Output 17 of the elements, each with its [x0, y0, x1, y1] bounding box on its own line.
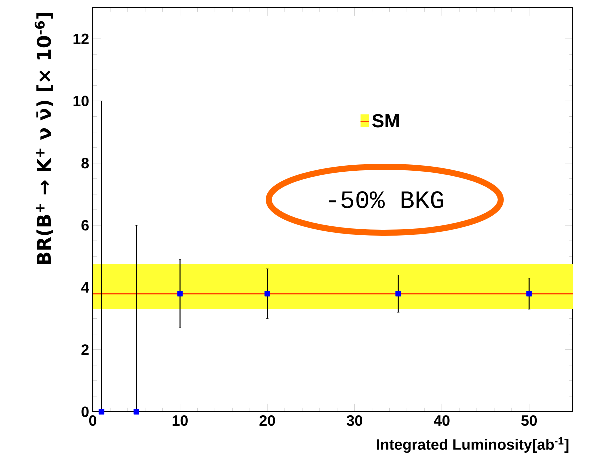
x-tick-label: 0 [89, 416, 97, 426]
y-tick-label: 2 [82, 344, 89, 356]
x-axis-title: Integrated Luminosity[ab$^{-1}$] [377, 438, 569, 454]
y-tick-label: 12 [74, 34, 89, 44]
annotation: -50% BKG [329, 192, 444, 208]
x-tick-label: 50 [522, 416, 538, 426]
y-tick-label: 8 [82, 158, 90, 169]
y-tick-label: 10 [74, 96, 89, 106]
legend-label: SM [372, 114, 400, 128]
y-axis-title: BR(B$^{+}$ → K$^{+}$ ν ν̄) [× 10$^{-6}$] [34, 13, 54, 264]
y-tick-label: 0 [82, 406, 89, 418]
x-tick-label: 10 [172, 416, 188, 426]
x-tick-label: 30 [346, 416, 363, 426]
x-tick-label: 40 [434, 416, 450, 426]
x-tick-label: 20 [260, 416, 276, 426]
y-tick-label: 4 [81, 282, 90, 293]
y-tick-label: 6 [82, 220, 89, 231]
